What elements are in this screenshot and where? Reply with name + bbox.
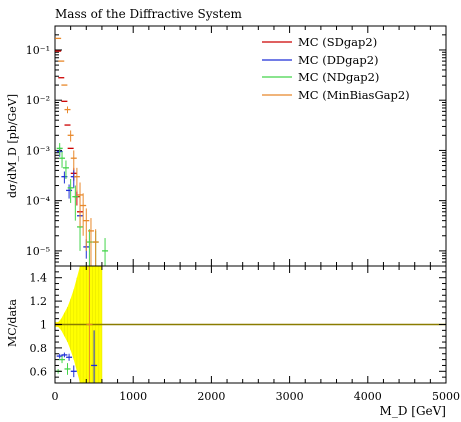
ratio-y-tick-label: 0.6 [30,365,48,378]
x-tick-label: 5000 [432,390,460,403]
main-plot-frame [54,25,447,267]
x-tick-label: 2000 [197,390,225,403]
main-y-axis-label: dσ/dM_D [pb/GeV] [6,94,19,198]
x-axis-label: M_D [GeV] [380,404,446,418]
main-y-tick-label: 10⁻⁵ [26,245,50,258]
main-axis-ticks: 10⁻⁵ 10⁻⁴ 10⁻³ 10⁻² 10⁻¹ [26,26,447,266]
ratio-y-tick-label: 1.4 [30,272,48,285]
x-tick-label: 1000 [119,390,147,403]
ratio-axis-ticks: 0 1000 2000 3000 4000 5000 0.6 0.8 1 1.2 1.4 [30,265,460,403]
ratio-panel: 0 1000 2000 3000 4000 5000 0.6 0.8 1 1.2 1.4 MC/da… [6,265,460,418]
ratio-y-axis-label: MC/data [6,299,19,347]
main-y-tick-label: 10⁻³ [26,144,50,157]
legend-label-sdgap2: MC (SDgap2) [298,35,377,49]
legend-label-ndgap2: MC (NDgap2) [298,70,379,84]
ratio-y-tick-label: 1 [40,319,47,332]
x-tick-label: 3000 [276,390,304,403]
legend-label-ddgap2: MC (DDgap2) [298,53,379,67]
ratio-data-marks [55,266,446,383]
legend-label-minbiasgap2: MC (MinBiasGap2) [298,88,410,102]
ratio-y-tick-label: 1.2 [30,295,48,308]
main-y-tick-label: 10⁻¹ [26,44,50,57]
main-data-marks [55,37,109,266]
main-y-tick-label: 10⁻⁴ [26,195,51,208]
x-tick-label: 0 [52,390,59,403]
main-y-tick-label: 10⁻² [26,94,50,107]
chart-title: Mass of the Diffractive System [55,7,243,21]
x-tick-label: 4000 [354,390,382,403]
main-panel: 10⁻⁵ 10⁻⁴ 10⁻³ 10⁻² 10⁻¹ dσ/dM_D [pb/GeV] [6,25,447,267]
legend: MC (SDgap2) MC (DDgap2) MC (NDgap2) MC (… [262,35,410,102]
ratio-y-tick-label: 0.8 [30,342,48,355]
